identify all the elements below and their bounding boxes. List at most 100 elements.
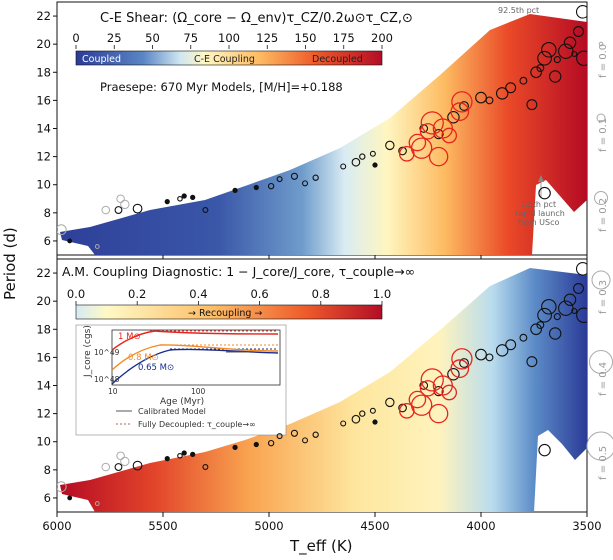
size-legend: f = 0.0 f = 0.1 f = 0.2 f = 0.3 f = 0.4 f = 0… bbox=[586, 41, 613, 480]
star-black bbox=[232, 187, 238, 193]
y-tick-label: 16 bbox=[36, 350, 51, 364]
star-black bbox=[576, 50, 587, 66]
colorbar-tick-label: 0 bbox=[72, 31, 79, 45]
star-grey bbox=[94, 501, 100, 506]
size-legend-circle bbox=[594, 191, 608, 205]
star-red bbox=[408, 390, 427, 409]
y-tick-label: 16 bbox=[36, 93, 51, 107]
x-tick-label: 6000 bbox=[42, 519, 71, 533]
star-black bbox=[340, 420, 347, 427]
y-tick-label: 22 bbox=[36, 9, 51, 23]
size-legend-label: f = 0.5 bbox=[598, 446, 609, 480]
star-black bbox=[340, 163, 347, 170]
inset-series-065msun: 0.65 M⊙ bbox=[138, 363, 174, 373]
star-black bbox=[447, 368, 460, 381]
bottom-colorbar bbox=[75, 304, 383, 320]
bottom-colorbar-ticks: 0.0 0.2 0.4 0.6 0.8 1.0 bbox=[67, 287, 391, 305]
star-black bbox=[114, 463, 123, 471]
bottom-y-axis: 6 8 10 12 14 16 18 20 22 bbox=[36, 266, 57, 505]
star-black bbox=[538, 443, 551, 457]
size-legend-circle bbox=[586, 431, 613, 461]
star-red bbox=[420, 368, 444, 392]
y-tick-label: 18 bbox=[36, 322, 51, 336]
star-black bbox=[372, 162, 378, 168]
inset-xlabel: Age (Myr) bbox=[160, 397, 204, 407]
colorbar-tick-label: 75 bbox=[183, 31, 198, 45]
star-black bbox=[485, 353, 494, 362]
x-tick-label: 5500 bbox=[148, 519, 177, 533]
star-black bbox=[132, 460, 143, 471]
bottom-stars bbox=[57, 262, 587, 506]
y-tick-label: 12 bbox=[36, 150, 51, 164]
top-colorbar-label-coupled: Coupled bbox=[82, 54, 121, 65]
star-black bbox=[530, 323, 542, 336]
size-legend-label: f = 0.1 bbox=[598, 118, 609, 152]
star-black bbox=[475, 348, 487, 361]
y-tick-label: 8 bbox=[44, 206, 51, 220]
size-legend-label: f = 0.0 bbox=[598, 44, 609, 78]
star-black bbox=[190, 451, 196, 457]
inset-legend-decoupled: Fully Decoupled: τ_couple→∞ bbox=[138, 420, 256, 429]
star-red bbox=[450, 102, 470, 122]
star-black bbox=[536, 64, 545, 73]
top-annotation-7pct: 7.5th pct rapid launch from USco bbox=[515, 175, 565, 227]
colorbar-tick-label: 150 bbox=[295, 31, 317, 45]
colorbar-tick-label: 175 bbox=[333, 31, 355, 45]
star-black bbox=[351, 414, 361, 424]
top-subtitle: Praesepe: 670 Myr Models, [M/H]=+0.188 bbox=[100, 80, 343, 94]
star-black bbox=[573, 283, 584, 294]
top-colorbar-label-ce: C-E Coupling bbox=[194, 54, 255, 65]
star-black bbox=[385, 140, 395, 151]
star-black bbox=[537, 307, 552, 323]
star-black bbox=[475, 91, 487, 104]
colorbar-tick-label: 100 bbox=[218, 31, 240, 45]
star-black bbox=[181, 450, 187, 456]
size-legend-label: f = 0.4 bbox=[598, 362, 609, 396]
bottom-colorbar-label: → Recoupling → bbox=[188, 308, 262, 319]
star-black bbox=[447, 111, 460, 124]
star-black bbox=[177, 452, 183, 459]
inset-xtick-10: 10 bbox=[108, 387, 118, 396]
star-black bbox=[558, 300, 574, 316]
y-axis-label: Period (d) bbox=[1, 227, 19, 300]
star-black bbox=[177, 195, 183, 202]
star-black bbox=[359, 153, 366, 160]
star-black bbox=[67, 495, 73, 501]
colorbar-tick-label: 1.0 bbox=[373, 287, 391, 301]
star-black bbox=[290, 172, 299, 180]
star-black bbox=[526, 356, 538, 368]
x-tick-label: 5000 bbox=[254, 519, 283, 533]
star-black bbox=[576, 307, 587, 323]
star-black bbox=[385, 397, 395, 408]
star-red bbox=[428, 403, 449, 424]
y-tick-label: 14 bbox=[36, 122, 51, 136]
y-tick-label: 20 bbox=[36, 294, 51, 308]
inset-ylabel: J_core (cgs) bbox=[83, 325, 93, 378]
size-legend-label: f = 0.3 bbox=[598, 280, 609, 314]
star-black bbox=[459, 358, 469, 368]
top-colorbar-title: C-E Shear: (Ω_core − Ω_env)τ_CZ/0.2ω⊙τ_C… bbox=[100, 11, 413, 26]
y-tick-label: 8 bbox=[44, 463, 51, 477]
star-black bbox=[495, 87, 509, 100]
star-red bbox=[420, 111, 444, 135]
star-black bbox=[190, 194, 196, 200]
star-black bbox=[526, 99, 538, 111]
top-colorbar-label-decoupled: Decoupled bbox=[312, 54, 363, 65]
star-black bbox=[519, 333, 528, 342]
x-tick-label: 4500 bbox=[360, 519, 389, 533]
star-black bbox=[359, 410, 366, 417]
star-red bbox=[408, 133, 427, 152]
star-red bbox=[441, 384, 458, 401]
star-black bbox=[372, 419, 378, 425]
star-black bbox=[538, 186, 551, 200]
inset-ytick-49: 10^49 bbox=[94, 348, 120, 357]
star-black bbox=[563, 293, 577, 306]
star-grey bbox=[120, 199, 130, 210]
star-black bbox=[181, 193, 187, 199]
colorbar-tick-label: 25 bbox=[107, 31, 122, 45]
y-tick-label: 22 bbox=[36, 266, 51, 280]
star-black bbox=[541, 299, 557, 315]
star-grey bbox=[116, 451, 125, 461]
star-grey bbox=[120, 456, 130, 467]
